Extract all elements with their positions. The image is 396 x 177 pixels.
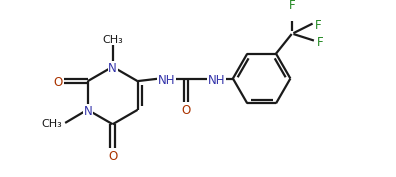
- Text: F: F: [317, 36, 323, 48]
- Text: N: N: [84, 105, 92, 118]
- Text: NH: NH: [158, 73, 175, 87]
- Text: F: F: [315, 19, 322, 32]
- Text: N: N: [108, 62, 117, 75]
- Text: F: F: [288, 0, 295, 12]
- Text: CH₃: CH₃: [102, 35, 123, 45]
- Text: O: O: [108, 150, 117, 163]
- Text: NH: NH: [208, 73, 225, 87]
- Text: O: O: [181, 104, 190, 117]
- Text: O: O: [53, 76, 63, 89]
- Text: CH₃: CH₃: [42, 119, 63, 129]
